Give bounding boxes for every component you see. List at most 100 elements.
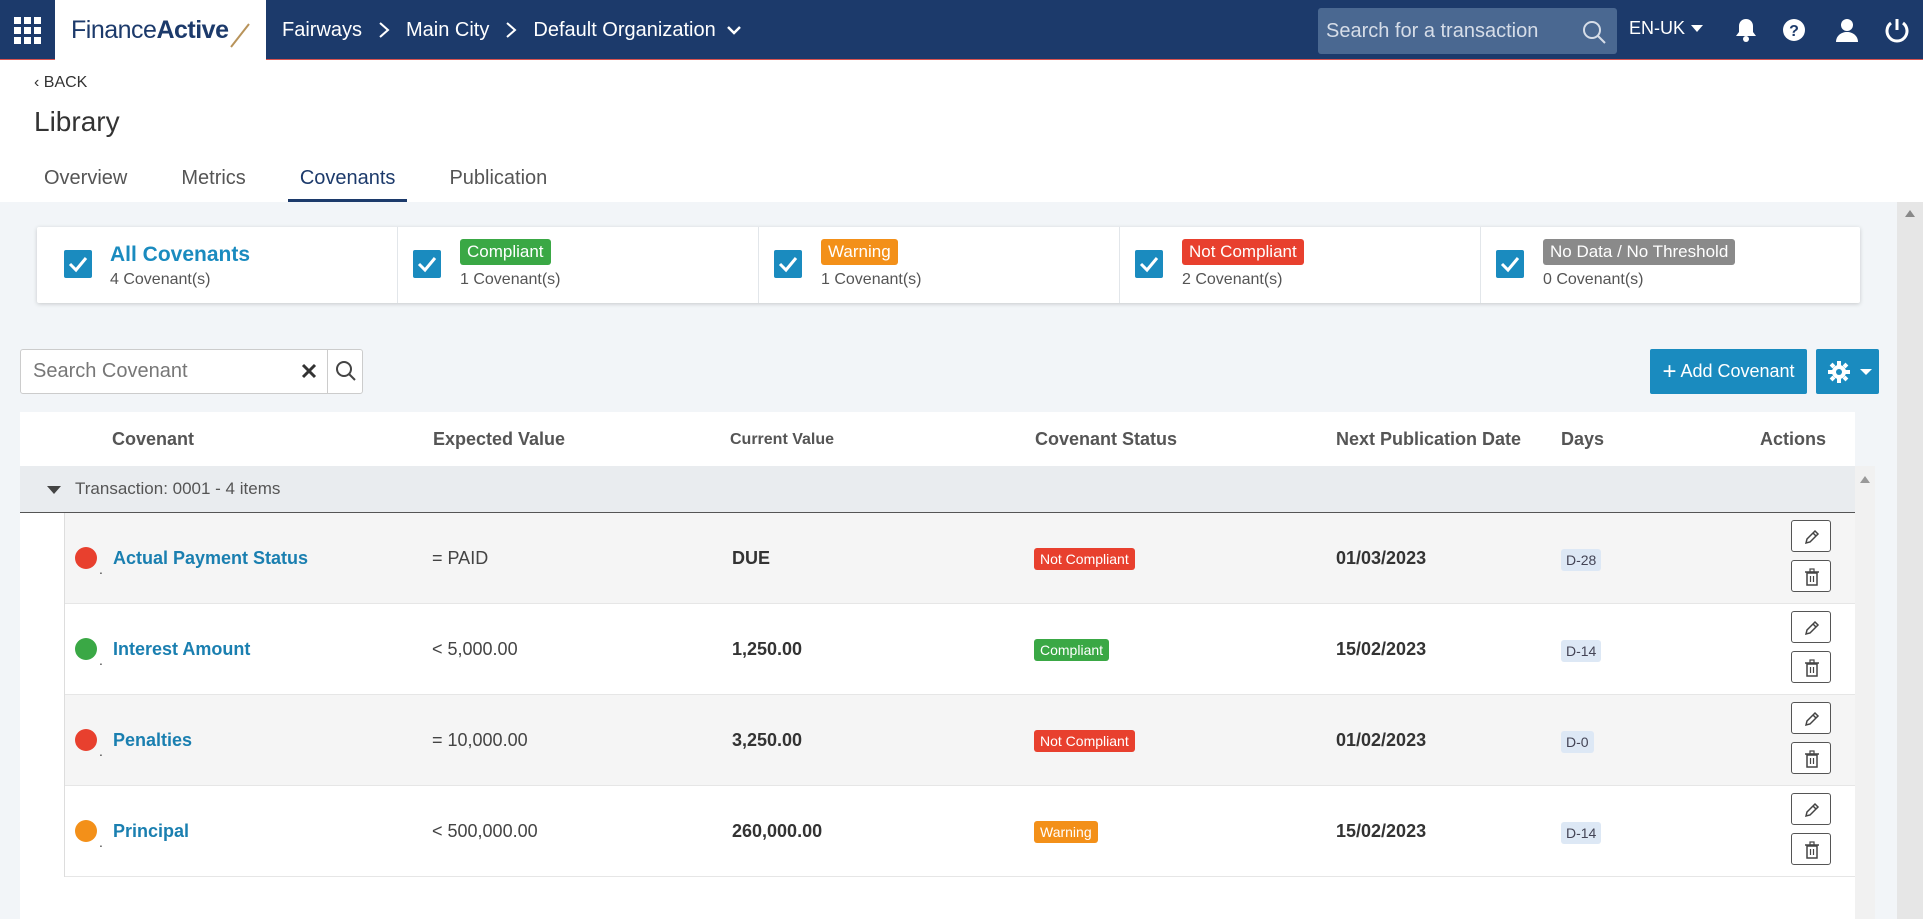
collapse-triangle-icon[interactable]	[47, 486, 61, 494]
add-covenant-button[interactable]: + Add Covenant	[1650, 349, 1807, 394]
delete-button[interactable]	[1791, 833, 1831, 865]
covenant-search-input[interactable]	[33, 360, 293, 383]
filter-all-checkbox[interactable]	[64, 250, 92, 278]
scroll-up-icon[interactable]	[1905, 210, 1915, 217]
trash-icon	[1805, 568, 1819, 586]
filter-not-compliant[interactable]: Not Compliant 2 Covenant(s)	[1120, 227, 1481, 303]
scroll-up-icon[interactable]	[1860, 476, 1870, 483]
status-dot	[75, 547, 97, 569]
tab-publication[interactable]: Publication	[449, 167, 548, 189]
delete-button[interactable]	[1791, 742, 1831, 774]
status-badge: Compliant	[1034, 639, 1110, 661]
logo-slash-icon	[229, 23, 250, 48]
logo[interactable]: FinanceActive	[55, 0, 266, 60]
language-selector[interactable]: EN-UK	[1629, 18, 1704, 39]
filter-no-data[interactable]: No Data / No Threshold 0 Covenant(s)	[1481, 227, 1842, 303]
delete-button[interactable]	[1791, 560, 1831, 592]
edit-button[interactable]	[1791, 793, 1831, 825]
edit-button[interactable]	[1791, 520, 1831, 552]
checkmark-icon	[778, 257, 798, 273]
filter-all-label[interactable]: All Covenants	[110, 243, 251, 266]
breadcrumb-main-city[interactable]: Main City	[406, 18, 490, 41]
filter-compliant[interactable]: Compliant 1 Covenant(s)	[398, 227, 759, 303]
back-label: BACK	[43, 74, 88, 91]
pencil-icon	[1804, 711, 1820, 727]
svg-text:?: ?	[1789, 23, 1799, 40]
status-dot	[75, 729, 97, 751]
covenant-search-button[interactable]	[327, 350, 363, 393]
column-expected-value[interactable]: Expected Value	[433, 429, 566, 449]
tab-covenants[interactable]: Covenants	[287, 160, 408, 202]
pencil-icon	[1804, 620, 1820, 636]
gear-icon	[1828, 361, 1850, 383]
add-covenant-label: Add Covenant	[1680, 361, 1795, 381]
dot-tail: .	[99, 834, 103, 850]
transaction-group-row[interactable]: Transaction: 0001 - 4 items	[20, 466, 1855, 513]
filter-compliant-count: 1 Covenant(s)	[460, 271, 561, 288]
covenants-table: Covenant Expected Value Current Value Co…	[20, 412, 1875, 919]
apps-grid-icon[interactable]	[14, 17, 41, 44]
status-dot	[75, 638, 97, 660]
expected-value: = PAID	[432, 548, 489, 568]
organization-dropdown[interactable]: Default Organization	[533, 19, 741, 42]
covenant-name-link[interactable]: Interest Amount	[113, 639, 251, 659]
logo-text-bold: Active	[156, 15, 229, 44]
back-link[interactable]: ‹ BACK	[34, 74, 88, 91]
breadcrumb-fairways[interactable]: Fairways	[282, 18, 363, 41]
expected-value: < 5,000.00	[432, 639, 518, 659]
column-days[interactable]: Days	[1561, 429, 1605, 449]
top-navigation-bar: FinanceActive Fairways Main City Default…	[0, 0, 1923, 60]
tab-bar: Overview Metrics Covenants Publication	[32, 160, 589, 202]
filter-all-covenants[interactable]: All Covenants 4 Covenant(s)	[37, 227, 398, 303]
filter-compliant-badge: Compliant	[460, 239, 551, 265]
table-row: . Interest Amount < 5,000.00 1,250.00 Co…	[65, 604, 1855, 695]
bell-icon[interactable]	[1733, 17, 1759, 43]
table-header: Covenant Expected Value Current Value Co…	[20, 412, 1855, 466]
trash-icon	[1805, 750, 1819, 768]
edit-button[interactable]	[1791, 702, 1831, 734]
covenant-name-link[interactable]: Actual Payment Status	[113, 548, 309, 568]
row-guide-line	[64, 513, 65, 877]
close-icon[interactable]	[299, 360, 319, 382]
tab-overview[interactable]: Overview	[44, 167, 128, 189]
delete-button[interactable]	[1791, 651, 1831, 683]
column-covenant[interactable]: Covenant	[112, 429, 195, 449]
power-icon[interactable]	[1884, 17, 1910, 43]
current-value: 1,250.00	[732, 639, 803, 659]
user-icon[interactable]	[1834, 17, 1860, 43]
filter-warning[interactable]: Warning 1 Covenant(s)	[759, 227, 1120, 303]
filter-not-compliant-checkbox[interactable]	[1135, 250, 1163, 278]
days-badge: D-28	[1561, 549, 1602, 571]
search-icon[interactable]	[1581, 19, 1607, 45]
chevron-right-icon	[379, 22, 390, 38]
table-scrollbar[interactable]	[1855, 466, 1875, 919]
current-value: 3,250.00	[732, 730, 803, 750]
expected-value: < 500,000.00	[432, 821, 538, 841]
next-publication-date: 15/02/2023	[1336, 821, 1427, 841]
edit-button[interactable]	[1791, 611, 1831, 643]
tab-metrics[interactable]: Metrics	[181, 167, 246, 189]
filter-warning-checkbox[interactable]	[774, 250, 802, 278]
covenant-name-link[interactable]: Principal	[113, 821, 190, 841]
days-badge: D-0	[1561, 731, 1594, 753]
trash-icon	[1805, 659, 1819, 677]
table-row: . Principal < 500,000.00 260,000.00 Warn…	[65, 786, 1855, 877]
page-scrollbar[interactable]	[1897, 202, 1923, 919]
transaction-search	[1318, 8, 1617, 54]
settings-dropdown-button[interactable]	[1816, 349, 1879, 394]
column-current-value[interactable]: Current Value	[730, 431, 835, 448]
table-row: . Penalties = 10,000.00 3,250.00 Not Com…	[65, 695, 1855, 786]
column-actions: Actions	[1760, 429, 1827, 449]
covenant-filter-card: All Covenants 4 Covenant(s) Compliant 1 …	[37, 227, 1860, 303]
filter-no-data-checkbox[interactable]	[1496, 250, 1524, 278]
covenant-name-link[interactable]: Penalties	[113, 730, 193, 750]
dot-tail: .	[99, 743, 103, 759]
dot-tail: .	[99, 561, 103, 577]
filter-compliant-checkbox[interactable]	[413, 250, 441, 278]
help-icon[interactable]: ?	[1781, 17, 1807, 43]
column-covenant-status[interactable]: Covenant Status	[1035, 429, 1178, 449]
status-badge: Warning	[1034, 821, 1098, 843]
column-next-publication-date[interactable]: Next Publication Date	[1336, 429, 1522, 449]
transaction-search-input[interactable]	[1318, 19, 1568, 43]
next-publication-date: 01/03/2023	[1336, 548, 1427, 568]
